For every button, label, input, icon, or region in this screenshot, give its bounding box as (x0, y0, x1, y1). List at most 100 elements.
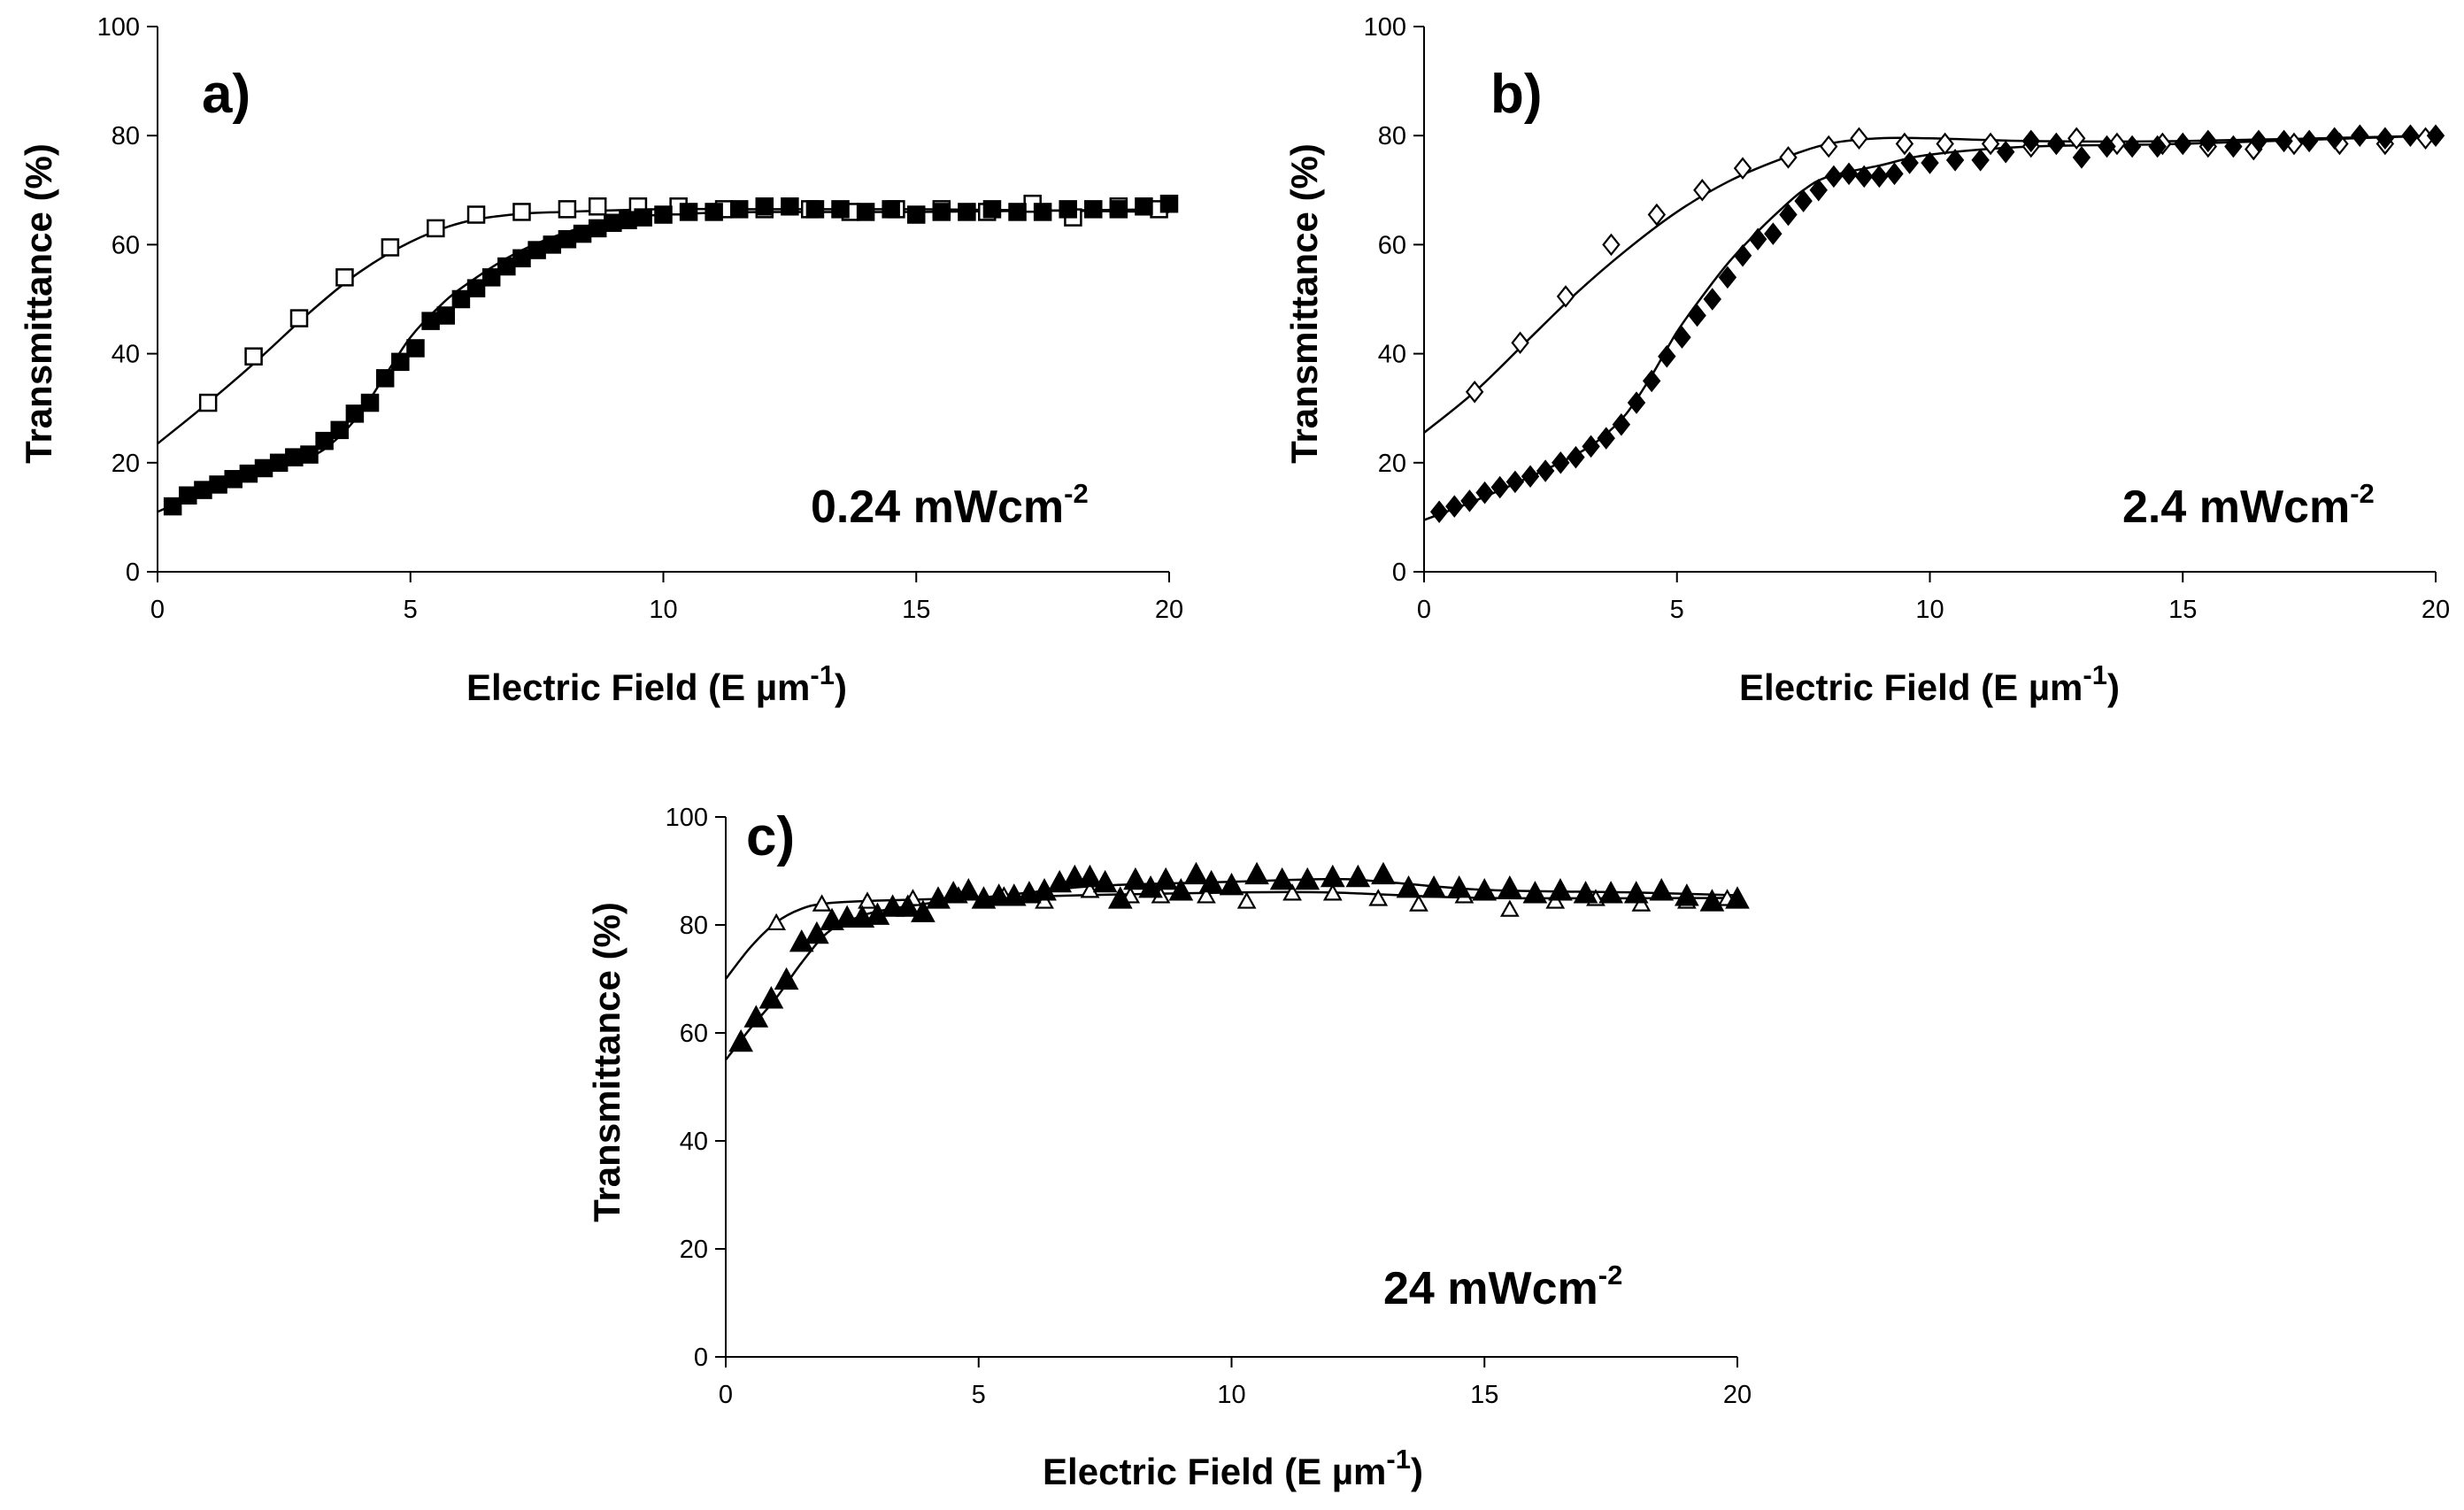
panel-a-xtick-label: 10 (649, 596, 677, 624)
panel-b-chart: 0 20 40 60 80 100 0 5 10 15 20 b) 2.4 mWcm-2 Trans… (1283, 13, 2450, 708)
panel-b-ytick-label: 60 (1378, 231, 1406, 259)
panel-b-filled-point (2122, 135, 2142, 158)
panel-b-xtick-label: 0 (1417, 596, 1431, 624)
panel-b-filled-point (1642, 369, 1661, 393)
panel-b-open-point (2067, 127, 2086, 150)
panel-a-filled-point (345, 404, 365, 423)
panel-b-open-point (1602, 233, 1621, 257)
panel-c-filled-point (805, 921, 829, 944)
panel-c-filled-point (1371, 861, 1396, 885)
panel-a-ytick-label: 100 (97, 13, 140, 42)
panel-b-filled-point (1885, 162, 1904, 186)
panel-a-xlabel: Electric Field (E µm-1) (466, 659, 847, 708)
panel-b-open-point (1511, 331, 1529, 355)
panel-b-open-point (1936, 132, 1954, 156)
panel-b-filled-point (2021, 129, 2041, 153)
panel-a-filled-point (588, 219, 607, 238)
panel-a-filled-point (285, 448, 304, 466)
panel-a-filled-point (163, 497, 182, 516)
panel-c-open-point (766, 913, 787, 931)
panel-c-filled-point (1345, 864, 1371, 888)
panel-a-open-point (588, 197, 607, 216)
panel-a-filled-point (406, 339, 425, 358)
panel-a-filled-point (391, 352, 410, 372)
panel-a-filled-point (907, 205, 926, 224)
panel-c-open-point (1499, 899, 1520, 917)
panel-b-filled-point (1748, 227, 1767, 251)
panel-a-filled-point (466, 279, 486, 297)
panel-a-filled-point (958, 203, 976, 221)
panel-b-filled-point (2426, 124, 2445, 147)
panel-c-open-point (1322, 883, 1343, 901)
panel-b-filled-point (1870, 165, 1889, 189)
panel-c-filled-point (1472, 878, 1498, 901)
panel-b-filled-point (1703, 288, 1721, 311)
panel-c-chart: 0 20 40 60 80 100 0 5 10 15 20 c) 24 mWcm-2 Transm… (586, 804, 1752, 1492)
panel-c-filled-point (1421, 875, 1446, 898)
panel-a-ytick-label: 60 (112, 231, 140, 259)
panel-b-filled-point (1997, 140, 2015, 164)
panel-a-filled-point (497, 257, 516, 276)
panel-c-filled-point (1522, 881, 1548, 904)
panel-c-filled-point (1548, 878, 1573, 901)
panel-a-filled-point (781, 197, 799, 216)
panel-c-filled-point (895, 894, 920, 917)
panel-b-filled-point (2072, 146, 2091, 169)
panel-b-annotation: 2.4 mWcm-2 (2122, 478, 2375, 533)
panel-a-open-point (427, 219, 445, 238)
panel-b-open-point (1556, 285, 1575, 308)
panel-c-filled-point (1674, 883, 1699, 906)
panel-b-open-point (1693, 179, 1712, 202)
panel-b-xtick-label: 5 (1670, 596, 1684, 624)
panel-a-filled-point (360, 393, 380, 412)
panel-b-filled-point (1945, 149, 1965, 172)
panel-a-filled-point (1135, 197, 1153, 216)
panel-a-ytick-label: 0 (126, 559, 140, 587)
panel-b-filled-point (1824, 165, 1844, 189)
panel-c-filled-point (1320, 864, 1345, 888)
panel-c-ytick-label: 0 (694, 1344, 708, 1372)
panel-b-filled-point (1505, 470, 1525, 494)
panel-c-open-point (812, 894, 832, 912)
panel-c-annotation-text: 24 mWcm (1383, 1263, 1598, 1314)
panel-c-xtick-label: 10 (1217, 1381, 1245, 1409)
panel-a-ytick-label: 80 (112, 122, 140, 150)
panel-c-ytick-label: 80 (680, 912, 708, 940)
panel-a-filled-point (436, 306, 456, 325)
panel-b-open-point (1733, 157, 1752, 180)
panel-a-filled-point (375, 369, 395, 388)
panel-a-filled-point (558, 229, 577, 249)
panel-a-ylabel: Transmittance (%) (18, 143, 59, 464)
panel-b-filled-point (2198, 129, 2218, 153)
panel-c-filled-point (1649, 878, 1675, 901)
panel-b-ytick-label: 20 (1378, 450, 1406, 478)
panel-c-filled-point (1244, 861, 1269, 885)
panel-b-filled-point (1627, 391, 1646, 414)
panel-a-filled-point (239, 464, 258, 483)
panel-a-filled-point (254, 458, 273, 478)
panel-c-xtick-label: 15 (1470, 1381, 1498, 1409)
panel-b-filled-point (2047, 132, 2066, 156)
panel-b-ylabel: Transmittance (%) (1283, 143, 1325, 464)
panel-c-xtick-label: 0 (719, 1381, 733, 1409)
panel-b-xtick-label: 15 (2168, 596, 2197, 624)
panel-a-filled-point (224, 470, 243, 489)
panel-c-filled-point (728, 1028, 753, 1052)
panel-b-open-point (1850, 127, 1868, 150)
panel-c-filled-point (1153, 867, 1179, 890)
panel-c-open-point (1035, 891, 1054, 909)
panel-a-open-point (335, 268, 354, 287)
panel-a-ytick-label: 40 (112, 341, 140, 369)
panel-a-filled-point (882, 200, 900, 219)
panel-b-open-point (1779, 146, 1798, 169)
panel-a-filled-point (269, 453, 289, 473)
panel-a-xtick-label: 15 (902, 596, 930, 624)
panel-c-xtick-label: 5 (972, 1381, 986, 1409)
panel-a-filled-point (619, 211, 637, 229)
panel-c-ytick-label: 60 (680, 1020, 708, 1048)
panel-c-filled-point (1573, 881, 1598, 904)
panel-b-filled-point (1460, 489, 1479, 512)
panel-b-filled-point (1490, 475, 1509, 499)
panel-b-open-point (1981, 132, 2000, 156)
